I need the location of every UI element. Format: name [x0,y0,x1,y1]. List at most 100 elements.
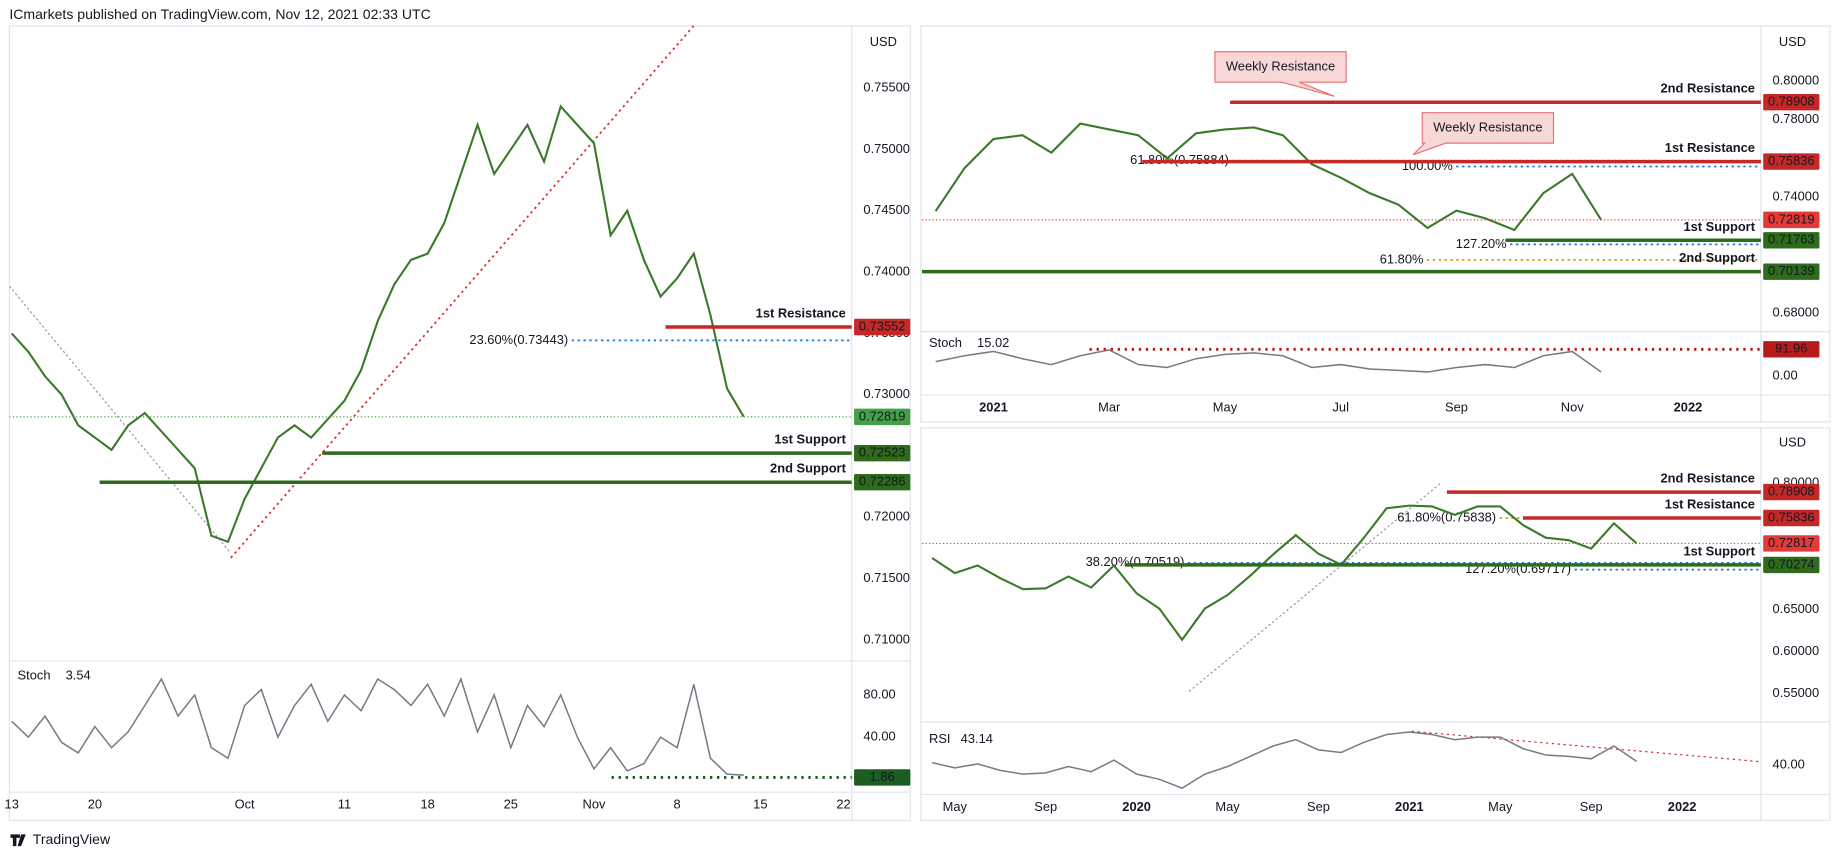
trend-line [8,285,232,554]
x-tick-label: 2021 [1395,799,1424,814]
indicator-title: Stoch [18,668,51,683]
x-tick-label: 2021 [979,399,1008,414]
indicator-title: Stoch [929,335,962,350]
x-tick-label: 15 [753,796,767,811]
price-box-label: 0.72819 [1768,211,1815,226]
price-box-label: 0.72286 [859,474,906,489]
annotation: Weekly Resistance [1226,58,1335,73]
price-line [934,122,1603,232]
currency: USD [1779,434,1806,449]
price-box [1763,556,1820,574]
callout: Weekly Resistance [1412,112,1555,156]
fib-label: 23.60%(0.73443) [469,332,568,347]
price-box [1763,341,1820,358]
x-tick-label: 22 [836,796,850,811]
trend-line [230,25,695,559]
price-line [935,349,1602,373]
trend-line [1188,482,1442,692]
level-name: 2nd Resistance [1661,81,1755,96]
y-tick-label: 0.80000 [1773,73,1820,88]
level-name: 2nd Resistance [1661,471,1755,486]
price-line [11,676,744,776]
indicator-title: RSI [929,731,950,746]
y-tick-label: 0.55000 [1773,685,1820,700]
price-box-label: 0.73552 [859,318,906,333]
indicator-value: 15.02 [977,335,1009,350]
price-box [854,474,911,491]
y-tick-label: 0.74500 [863,202,910,217]
price-box-label: 0.71763 [1768,232,1815,247]
price-line [10,104,745,544]
currency: USD [870,34,897,49]
x-tick-label: 2022 [1668,799,1697,814]
trend-line [1411,730,1761,763]
indicator-value: 3.54 [66,668,91,683]
y-tick-label: 0.75500 [863,80,910,95]
price-box-label: 0.72523 [859,445,906,460]
level-name: 2nd Support [1679,250,1756,265]
level-name: 1st Support [774,432,846,447]
level-name: 1st Resistance [1665,497,1755,512]
footer: TradingView [33,831,111,847]
header: ICmarkets published on TradingView.com, … [9,6,430,22]
x-tick-label: Nov [583,796,606,811]
level-name: 1st Support [1683,543,1755,558]
level-name: 1st Resistance [1665,140,1755,155]
x-tick-label: 2022 [1674,399,1703,414]
annotation: Weekly Resistance [1433,119,1542,134]
price-box-label: 0.78908 [1768,483,1815,498]
price-box [854,318,911,336]
price-box [854,444,911,462]
price-box [1763,232,1820,249]
x-tick-label: 25 [504,796,518,811]
x-tick-label: Nov [1561,399,1584,414]
x-tick-label: Sep [1445,399,1468,414]
fib-label: 61.80%(0.75884) [1130,152,1229,167]
x-tick-label: Mar [1098,399,1121,414]
x-tick-label: 18 [420,796,434,811]
price-line [931,731,1638,790]
fib-label: 61.80% [1380,251,1424,266]
price-box [1763,535,1820,552]
y-tick-label: 0.74000 [1773,188,1820,203]
price-box-label: 91.96 [1775,341,1807,356]
price-box [1763,153,1820,170]
price-box-label: 0.72819 [859,408,906,423]
logo [10,834,26,847]
y-tick-label: 0.60000 [1773,643,1820,658]
callout: Weekly Resistance [1214,51,1347,97]
x-tick-label: Oct [235,796,255,811]
y-tick-label: 0.71000 [863,631,910,646]
price-box-label: 0.70274 [1768,556,1815,571]
y-tick-label: 0.00 [1773,368,1798,383]
x-tick-label: 11 [338,796,351,811]
x-tick-label: 13 [5,796,19,811]
y-tick-label: 0.65000 [1773,601,1820,616]
price-box [1763,94,1820,111]
price-box [1763,509,1820,527]
x-tick-label: May [1215,799,1240,814]
y-tick-label: 40.00 [863,729,895,744]
y-tick-label: 0.78000 [1773,111,1820,126]
x-tick-label: Jul [1332,399,1348,414]
price-box-label: 1.86 [870,769,895,784]
y-tick-label: 80.00 [863,686,895,701]
price-box-label: 0.78908 [1768,94,1815,109]
y-tick-label: 0.73000 [863,386,910,401]
price-box [1763,211,1820,229]
x-tick-label: May [1488,799,1513,814]
fib-label: 61.80%(0.75838) [1397,509,1496,524]
price-box-label: 0.70139 [1768,263,1815,278]
price-line [931,504,1638,642]
x-tick-label: Sep [1580,799,1603,814]
y-tick-label: 0.75000 [863,141,910,156]
fib-label: 38.20%(0.70519) [1086,554,1185,569]
y-tick-label: 0.72000 [863,509,910,524]
x-tick-label: 2020 [1122,799,1151,814]
x-tick-label: May [943,799,968,814]
price-box-label: 0.72817 [1768,535,1815,550]
y-tick-label: 0.71500 [863,570,910,585]
y-tick-label: 40.00 [1773,757,1805,772]
